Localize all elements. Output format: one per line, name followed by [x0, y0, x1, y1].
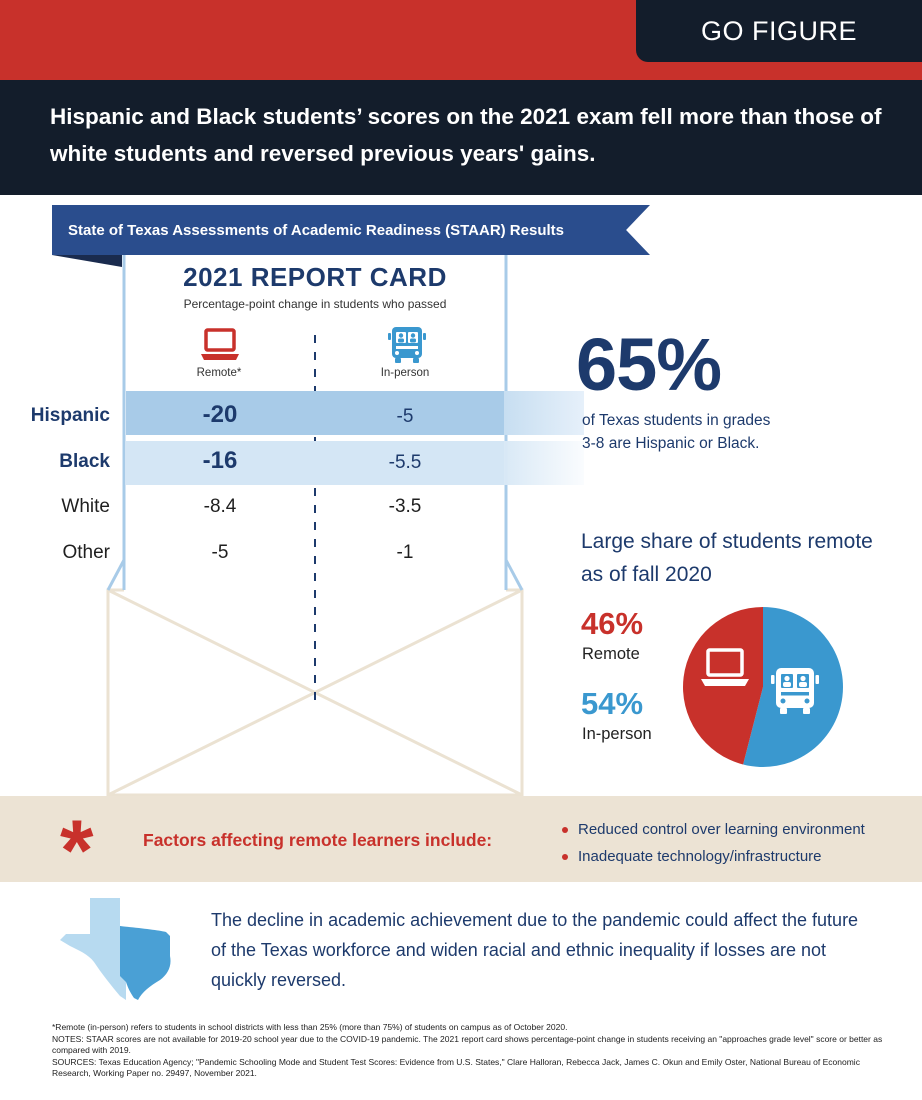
factor-item: Inadequate technology/infrastructure	[562, 843, 865, 870]
value-inperson-white: -3.5	[388, 496, 422, 517]
row-highlight-black	[126, 441, 504, 485]
headline: Hispanic and Black students’ scores on t…	[50, 104, 882, 166]
texas-map-icon	[60, 898, 171, 1000]
school-bus-icon	[771, 668, 819, 714]
column-header-inperson: In-person	[380, 367, 430, 379]
value-inperson-hispanic: -5	[396, 406, 414, 427]
row-highlight-extension	[504, 441, 584, 485]
conclusion-text: The decline in academic achievement due …	[211, 910, 859, 990]
factors-band	[0, 796, 922, 882]
remote-percentage: 46%	[581, 606, 644, 641]
pie-title: Large share of students remote as of fal…	[581, 530, 873, 586]
remote-label: Remote	[582, 645, 640, 663]
row-label-other: Other	[62, 542, 110, 563]
value-remote-black: -16	[202, 447, 238, 474]
value-inperson-black: -5.5	[388, 452, 422, 473]
value-remote-other: -5	[211, 542, 229, 563]
factors-list: Reduced control over learning environmen…	[562, 816, 865, 870]
footnote-remote: *Remote (in-person) refers to students i…	[52, 1022, 568, 1032]
footnote-sources: SOURCES: Texas Education Agency; "Pandem…	[52, 1056, 860, 1079]
row-label-black: Black	[59, 451, 110, 472]
value-remote-hispanic: -20	[202, 401, 238, 428]
laptop-icon	[701, 648, 749, 686]
inperson-label: In-person	[582, 725, 652, 743]
inperson-percentage: 54%	[581, 686, 644, 721]
factors-title: Factors affecting remote learners includ…	[143, 830, 493, 850]
highlight-percentage: 65%	[576, 323, 722, 406]
value-remote-white: -8.4	[203, 496, 237, 517]
highlight-description: of Texas students in grades 3-8 are Hisp…	[582, 412, 771, 452]
report-card-frame	[106, 255, 524, 797]
report-card-title: 2021 REPORT CARD	[183, 262, 447, 292]
value-inperson-other: -1	[396, 542, 414, 563]
laptop-icon	[201, 328, 239, 360]
headline-band	[0, 80, 922, 195]
row-highlight-hispanic	[126, 391, 504, 435]
row-highlight-extension	[504, 391, 584, 435]
staar-ribbon: State of Texas Assessments of Academic R…	[52, 205, 650, 255]
factor-item: Reduced control over learning environmen…	[562, 816, 865, 843]
footnotes: *Remote (in-person) refers to students i…	[52, 1022, 892, 1080]
asterisk-icon: *	[60, 803, 94, 899]
school-bus-icon	[388, 327, 426, 363]
brand-label: GO FIGURE	[636, 0, 922, 62]
ribbon-fold	[52, 255, 122, 267]
row-label-white: White	[61, 496, 110, 517]
column-header-remote: Remote*	[196, 367, 242, 379]
row-label-hispanic: Hispanic	[30, 405, 110, 426]
remote-share-pie	[683, 607, 843, 767]
report-card-subtitle: Percentage-point change in students who …	[183, 297, 447, 311]
footnote-notes: NOTES: STAAR scores are not available fo…	[52, 1033, 883, 1056]
